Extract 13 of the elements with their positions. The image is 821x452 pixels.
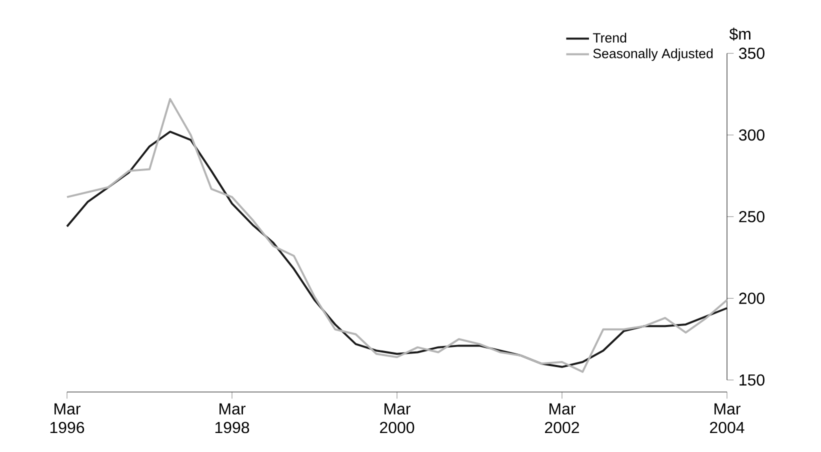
y-axis-title: $m (729, 28, 750, 41)
legend-label: Trend (592, 32, 626, 43)
y-tick-label: 200 (739, 292, 764, 304)
y-tick-label: 300 (738, 129, 764, 141)
y-tick-label: 250 (739, 211, 764, 222)
y-tick-label: 350 (738, 48, 764, 59)
legend-label: Seasonally Adjusted (593, 48, 713, 61)
x-tick-label: Mar 2000 (380, 403, 414, 434)
x-tick-label: Mar 2004 (710, 403, 744, 434)
y-tick-label: 150 (740, 374, 764, 386)
x-tick-label: Mar 1998 (215, 403, 250, 434)
x-tick-label: Mar 1996 (50, 403, 84, 434)
x-tick-label: Mar 2002 (545, 403, 579, 434)
